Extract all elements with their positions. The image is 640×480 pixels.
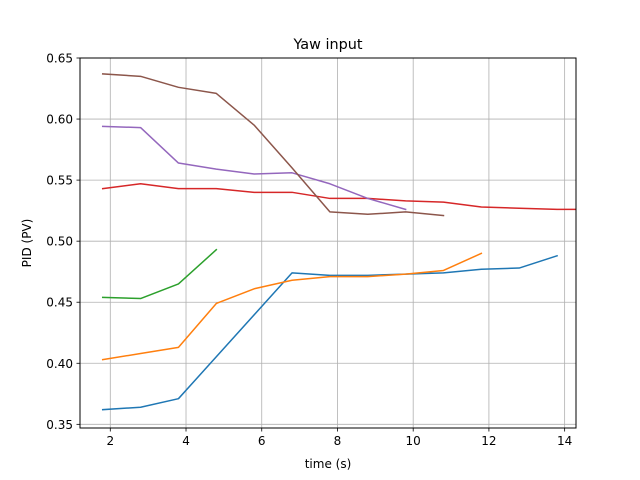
y-tick-label: 0.65 (46, 52, 73, 66)
series-line-4 (101, 183, 576, 211)
series-line-2 (101, 252, 483, 361)
y-tick-label: 0.60 (46, 113, 73, 127)
series-line-6 (101, 73, 445, 217)
y-tick-label: 0.40 (46, 357, 73, 371)
x-tick-label: 12 (481, 434, 496, 448)
series-group (101, 73, 576, 411)
plot-frame (79, 57, 577, 429)
x-tick-label: 4 (182, 434, 190, 448)
y-tick-label: 0.45 (46, 296, 73, 310)
x-tick-label: 14 (557, 434, 572, 448)
x-axis-label: time (s) (305, 457, 352, 471)
y-tick-label: 0.50 (46, 235, 73, 249)
x-axis: 2 4 6 8 10 12 14 (106, 428, 572, 448)
x-tick-label: 10 (406, 434, 421, 448)
x-tick-label: 8 (334, 434, 342, 448)
y-tick-label: 0.35 (46, 418, 73, 432)
y-tick-label: 0.55 (46, 174, 73, 188)
series-line-3 (101, 248, 218, 300)
y-axis: 0.35 0.40 0.45 0.50 0.55 0.60 0.65 (46, 52, 80, 432)
series-line-1 (101, 254, 559, 411)
x-tick-label: 6 (258, 434, 266, 448)
series-line-5 (101, 125, 407, 211)
x-tick-label: 2 (106, 434, 114, 448)
chart-title: Yaw input (293, 37, 363, 53)
y-axis-label: PID (PV) (20, 219, 34, 268)
